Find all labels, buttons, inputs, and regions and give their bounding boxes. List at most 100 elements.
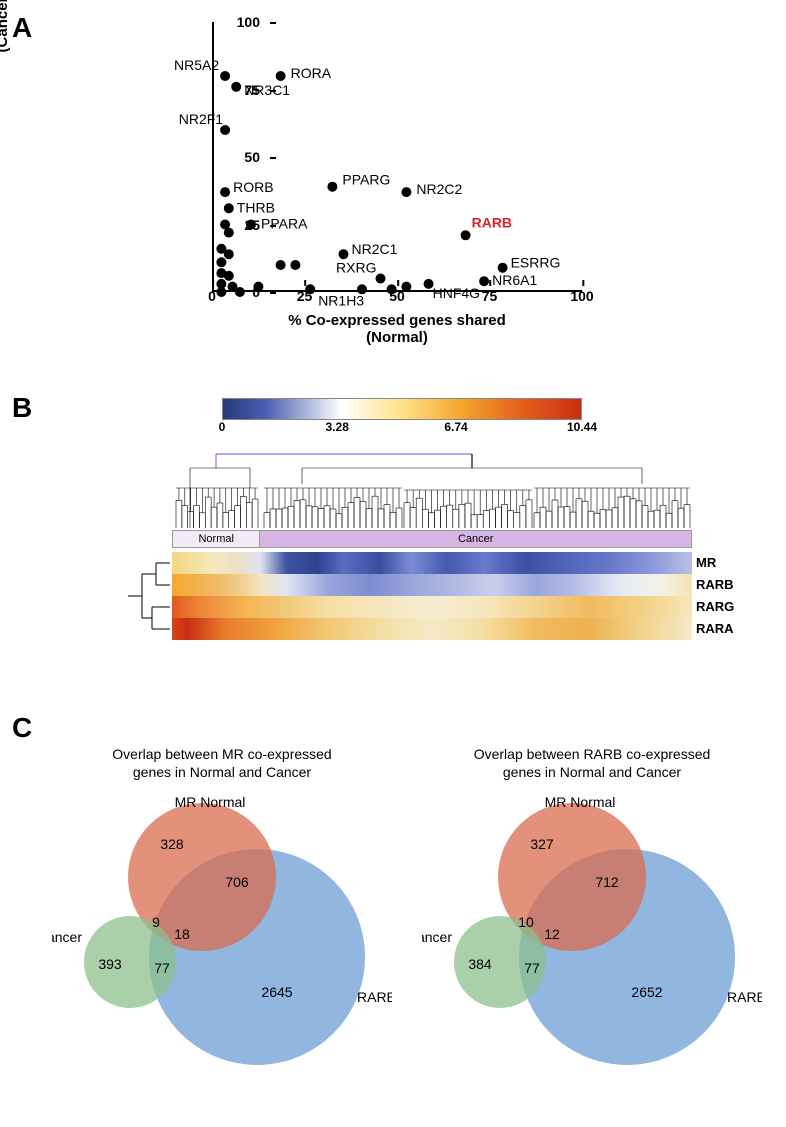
ytick: 25 — [244, 217, 268, 233]
scatter-point — [224, 249, 234, 259]
svg-text:384: 384 — [468, 956, 492, 972]
column-dendrogram — [172, 448, 692, 528]
heatmap-row-label: RARG — [696, 596, 734, 618]
ytick: 75 — [244, 82, 268, 98]
svg-text:10: 10 — [518, 914, 534, 930]
panel-a: A NR5A2RORANR3C1NR2F1PPARGNR2C2RORBTHRBP… — [12, 12, 774, 392]
scatter-point-label: NR6A1 — [492, 272, 537, 288]
venn-right-title-text: Overlap between RARB co-expressedgenes i… — [474, 746, 711, 780]
scatter-point — [276, 260, 286, 270]
scatter-point-label: PPARA — [261, 216, 308, 232]
scatter-ylabel-text: % Co-expressed genes shared(Cancer) — [0, 0, 11, 131]
colorbar: 0 3.28 6.74 10.44 — [222, 398, 582, 436]
panel-b: B 0 3.28 6.74 10.44 Normal Cancer MRRARB… — [12, 392, 774, 712]
svg-text:327: 327 — [530, 836, 554, 852]
scatter-point — [220, 187, 230, 197]
scatter-point-label: HNF4G — [433, 285, 480, 301]
group-cancer: Cancer — [260, 530, 692, 548]
scatter-point — [220, 71, 230, 81]
heatmap-row-label: RARA — [696, 618, 734, 640]
xtick: 100 — [570, 288, 593, 304]
scatter-point — [224, 203, 234, 213]
scatter-point-label: NR2C2 — [416, 181, 462, 197]
scatter-point — [224, 228, 234, 238]
ytick: 100 — [237, 14, 268, 30]
scatter-xlabel: % Co-expressed genes shared(Normal) — [212, 312, 582, 346]
group-cancer-label: Cancer — [458, 533, 493, 545]
heatmap-row-label: RARB — [696, 574, 734, 596]
svg-text:706: 706 — [225, 874, 249, 890]
ytick: 50 — [244, 149, 268, 165]
xtick: 50 — [389, 288, 405, 304]
scatter-point-label: ESRRG — [511, 255, 561, 271]
heatmap-row-rara — [172, 618, 692, 640]
group-normal: Normal — [172, 530, 260, 548]
colorbar-tick-max: 10.44 — [567, 420, 597, 434]
svg-text:77: 77 — [524, 960, 540, 976]
svg-text:393: 393 — [98, 956, 122, 972]
svg-text:712: 712 — [595, 874, 619, 890]
colorbar-tick-min: 0 — [219, 420, 226, 434]
xtick: 0 — [208, 288, 216, 304]
heatmap-row-mr — [172, 552, 692, 574]
panel-c-label: C — [12, 712, 32, 744]
svg-text:MR Normal: MR Normal — [545, 794, 616, 810]
svg-text:RARB Normal: RARB Normal — [727, 989, 762, 1005]
scatter-point-label: RORB — [233, 179, 273, 195]
xtick: 25 — [297, 288, 313, 304]
svg-text:RARB Cancer: RARB Cancer — [422, 929, 452, 945]
colorbar-tick-mid1: 3.28 — [326, 420, 349, 434]
scatter-point — [216, 257, 226, 267]
scatter-point-label: THRB — [237, 199, 275, 215]
scatter-xlabel-text: % Co-expressed genes shared(Normal) — [288, 312, 506, 346]
panel-b-label: B — [12, 392, 32, 424]
scatter-point — [290, 260, 300, 270]
svg-text:2652: 2652 — [631, 984, 662, 1000]
venn-left-title-text: Overlap between MR co-expressedgenes in … — [112, 746, 331, 780]
heatmap-row-rarb — [172, 574, 692, 596]
venn-right-title: Overlap between RARB co-expressedgenes i… — [412, 746, 772, 781]
venn-left-title: Overlap between MR co-expressedgenes in … — [42, 746, 402, 781]
colorbar-ticks: 0 3.28 6.74 10.44 — [222, 420, 582, 436]
venn-left-svg: 328706918393772645MR NormalMR CancerRARB… — [52, 787, 392, 1067]
figure: A NR5A2RORANR3C1NR2F1PPARGNR2C2RORBTHRBP… — [12, 12, 774, 1092]
svg-text:12: 12 — [544, 926, 560, 942]
scatter-point-label: RXRG — [336, 260, 376, 276]
scatter-point-label: NR2F1 — [179, 111, 224, 127]
panel-a-label: A — [12, 12, 32, 44]
svg-text:9: 9 — [152, 914, 160, 930]
venn-right-svg: 327 712 10 12 384 77 2652 MR Normal RARB Cancer R… — [422, 787, 762, 1067]
scatter-point-label: RORA — [291, 65, 332, 81]
colorbar-gradient — [222, 398, 582, 420]
svg-text:328: 328 — [160, 836, 184, 852]
svg-text:MR Cancer: MR Cancer — [52, 929, 82, 945]
scatter-point-label: NR2C1 — [352, 241, 398, 257]
scatter-ylabel: % Co-expressed genes shared(Cancer) — [0, 0, 11, 152]
svg-text:2645: 2645 — [261, 984, 292, 1000]
scatter-point — [401, 187, 411, 197]
scatter-point-label: RARB — [472, 214, 512, 230]
heatmap-row-rarg — [172, 596, 692, 618]
heatmap-row-label: MR — [696, 552, 734, 574]
scatter-point — [231, 82, 241, 92]
scatter-point — [327, 182, 337, 192]
svg-text:MR Normal: MR Normal — [175, 794, 246, 810]
scatter-point — [224, 271, 234, 281]
svg-text:18: 18 — [174, 926, 190, 942]
scatter-plot: NR5A2RORANR3C1NR2F1PPARGNR2C2RORBTHRBPPA… — [142, 12, 642, 342]
panel-c: C Overlap between MR co-expressedgenes i… — [12, 712, 774, 1092]
scatter-point-label: NR5A2 — [174, 57, 219, 73]
scatter-point — [216, 287, 226, 297]
xtick: 75 — [482, 288, 498, 304]
scatter-point — [357, 284, 367, 294]
group-normal-label: Normal — [198, 533, 233, 545]
venn-left: Overlap between MR co-expressedgenes in … — [42, 746, 402, 1076]
scatter-point-label: NR1H3 — [318, 292, 364, 308]
scatter-point — [479, 276, 489, 286]
heatmap — [172, 552, 692, 640]
heatmap-row-labels: MRRARBRARGRARA — [696, 552, 734, 640]
scatter-point — [235, 287, 245, 297]
scatter-point — [498, 263, 508, 273]
venn-right: Overlap between RARB co-expressedgenes i… — [412, 746, 772, 1076]
row-dendrogram — [122, 552, 170, 640]
